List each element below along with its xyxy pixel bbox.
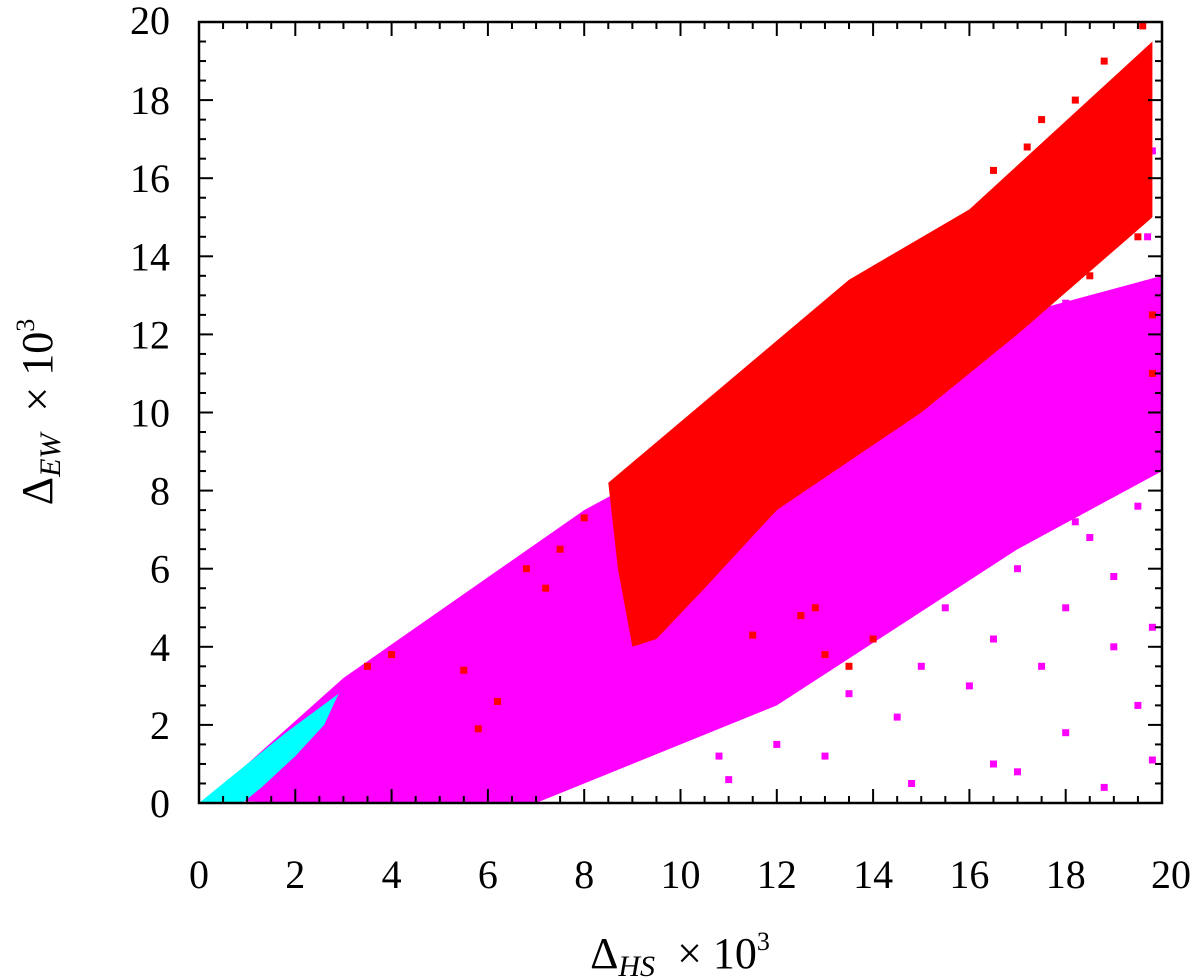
x-tick-label: 10 [661,852,701,897]
series-0-point-1-6 [845,690,853,698]
series-1-point-1-25 [1134,233,1142,241]
series-1-point-1-11 [797,612,805,620]
series-0-point-1-11 [773,740,781,748]
y-tick-label: 16 [130,156,170,201]
y-tick-labels: 0 2 4 6 8 10 12 14 16 18 20 [130,0,170,826]
series-1-point-1-10 [749,631,757,639]
series-0-point-1-20 [1134,701,1142,709]
y-tick-label: 0 [150,781,170,826]
x-tick-label: 12 [757,852,797,897]
x-tick-label: 0 [189,852,209,897]
y-tick-label: 8 [150,469,170,514]
series-1-point-1-8 [580,514,588,522]
series-0-point-2-6 [1144,233,1152,241]
series-1-point-1-2 [460,666,468,674]
series-0-point-1-9 [1062,604,1070,612]
axis-ticks [198,21,1163,804]
series-1-point-1-15 [811,604,819,612]
series-1-point-1-22 [1023,143,1031,151]
series-0-point-1-29 [1071,518,1079,526]
y-tick-label: 12 [130,312,170,357]
series-1-point-1-13 [845,662,853,670]
series-0-point-1-2 [941,604,949,612]
series-1-point-1-19 [1120,77,1127,85]
x-tick-label: 14 [853,852,893,897]
series-0-point-1-21 [725,776,733,784]
series-0-point-1-1 [869,623,877,631]
y-tick-label: 10 [130,391,170,436]
series-1-point-1-12 [821,651,829,659]
series-1-point-1-17 [1071,96,1079,104]
series-0-point-1-8 [990,635,997,643]
x-tick-labels: 0 2 4 6 8 10 12 14 16 18 20 [189,852,1191,897]
series-0-point-1-15 [1038,662,1046,670]
series-0-point-1-22 [715,752,723,760]
x-tick-label: 6 [478,852,498,897]
series-0-point-2-4 [1062,299,1070,307]
series-0-point-1-4 [1086,534,1094,541]
series-1-point-1-6 [542,584,550,592]
series-0-point-1-28 [1004,534,1012,541]
y-tick-label: 14 [130,234,170,279]
series-1-point-1-26 [1086,272,1094,280]
series-1-point-1-21 [990,166,997,174]
series-1-point-1-14 [869,635,877,643]
series-1-point-1-23 [1148,311,1156,319]
series-2-region-0 [199,693,339,803]
series-1-point-1-5 [522,565,530,573]
x-axis-label: ΔHS × 103 [590,927,770,979]
series-0-point-1-0 [797,651,805,659]
series-1-point-1-0 [364,662,371,670]
y-tick-label: 18 [130,78,170,123]
y-tick-label: 4 [150,625,170,670]
series-1 [364,22,1156,733]
series-2 [199,693,339,803]
series-1-point-1-3 [494,698,501,705]
series-0-point-1-10 [1110,573,1118,580]
chart-marks [199,22,1162,803]
series-0-point-1-18 [990,760,997,768]
series-1-region-0 [608,41,1153,647]
series-1-point-1-4 [474,725,482,733]
y-axis-label: ΔEW× 103 [11,319,67,505]
series-0-point-1-16 [1110,643,1118,651]
series-0-point-1-3 [1014,565,1021,573]
y-tick-label: 20 [130,0,170,43]
x-tick-label: 18 [1046,852,1086,897]
series-1-point-1-28 [975,338,983,346]
x-tick-label: 20 [1151,852,1191,897]
series-0-point-1-19 [1062,729,1070,737]
series-1-point-1-20 [1139,22,1147,30]
series-0-point-1-26 [1148,756,1156,764]
x-tick-label: 8 [574,852,594,897]
series-1-point-1-7 [556,545,564,553]
series-1-point-1-24 [1148,369,1156,377]
series-0-point-1-27 [941,573,949,580]
y-tick-label: 6 [150,547,170,592]
series-0-point-1-7 [917,662,925,670]
series-0-point-1-24 [1014,768,1021,776]
series-0-point-1-23 [908,780,916,787]
series-0-point-1-17 [1148,623,1156,631]
x-tick-label: 16 [949,852,989,897]
series-0-point-1-12 [821,752,829,760]
series-1-point-1-1 [388,651,396,659]
series-0-point-1-14 [965,682,973,690]
y-tick-label: 2 [150,703,170,748]
series-0-point-1-5 [1134,502,1142,510]
series-0-point-2-5 [1110,291,1118,299]
series-0-point-1-13 [893,713,901,721]
series-1-point-1-16 [1038,116,1046,124]
series-0-point-1-25 [1100,783,1108,791]
series-1-point-1-9 [643,619,651,627]
series-1-point-1-27 [1004,291,1012,299]
x-tick-label: 4 [382,852,402,897]
x-tick-label: 2 [285,852,305,897]
series-1-point-1-18 [1100,57,1108,65]
